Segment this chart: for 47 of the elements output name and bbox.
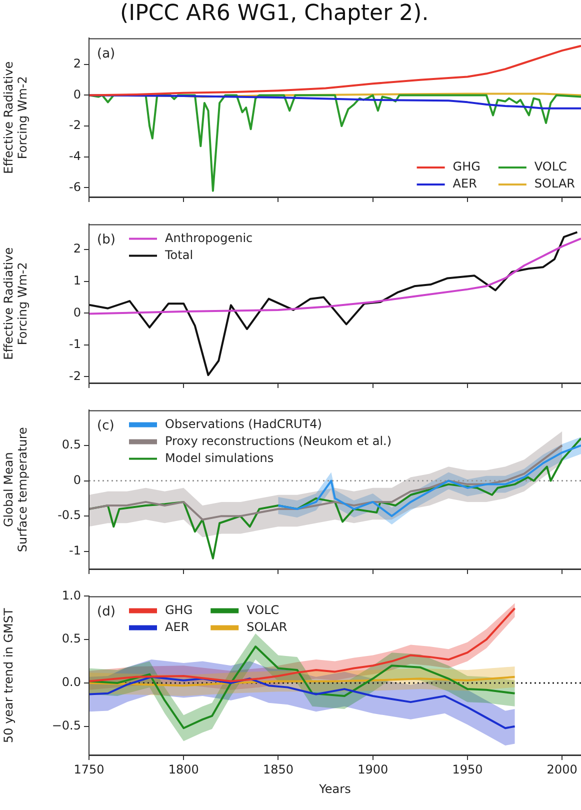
- y-tick-label: 1: [73, 273, 81, 288]
- annotation: (d): [97, 604, 116, 620]
- annotation: (c): [97, 418, 114, 434]
- legend-label: SOLAR: [534, 176, 576, 191]
- y-tick-label: -2: [69, 368, 81, 383]
- y-tick-label: 1.0: [62, 588, 81, 602]
- y-tick-label: 0: [73, 305, 81, 320]
- legend-label: VOLC: [534, 160, 567, 174]
- y-tick-label: −0.5: [52, 718, 81, 732]
- y-tick-label: -2: [69, 118, 81, 132]
- annotation: (b): [97, 232, 116, 248]
- legend-label: GHG: [452, 160, 480, 174]
- y-tick-label: 2: [73, 242, 81, 256]
- y-tick-label: 0: [73, 472, 81, 487]
- annotation: (a): [97, 46, 116, 62]
- x-tick-label: 2000: [546, 762, 578, 776]
- x-axis-title: Years: [318, 782, 351, 796]
- chart-title: (IPCC AR6 WG1, Chapter 2).: [119, 0, 430, 28]
- x-tick-label: 1800: [168, 762, 199, 776]
- y-tick-label: 0.5: [62, 632, 81, 646]
- x-tick-label: 1900: [358, 762, 388, 776]
- y-tick-label: -0.5: [58, 508, 81, 522]
- x-tick-label: 1850: [262, 762, 294, 776]
- legend-label: Observations (HadCRUT4): [165, 416, 322, 431]
- y-tick-label: 0: [73, 87, 81, 102]
- y-tick-label: 0.5: [62, 438, 81, 452]
- y-tick-label: -4: [69, 149, 81, 164]
- legend-label: SOLAR: [246, 620, 288, 634]
- y-tick-label: -6: [69, 180, 81, 194]
- y-tick-label: -1: [69, 543, 81, 558]
- y-tick-label: -1: [69, 337, 81, 352]
- y-tick-label: 0.0: [62, 675, 81, 690]
- y-axis-title: Global Mean Surface temperature: [1, 427, 30, 552]
- legend-label: AER: [165, 620, 190, 634]
- legend-label: VOLC: [246, 602, 280, 617]
- legend-label: Anthropogenic: [165, 230, 253, 245]
- x-tick-label: 1750: [74, 762, 104, 776]
- y-tick-label: 2: [73, 56, 81, 71]
- legend-label: AER: [452, 176, 477, 191]
- legend-label: Total: [164, 248, 194, 262]
- y-axis-title: 50 year trend in GMST: [1, 608, 16, 744]
- y-axis-title: Effective Radiative Forcing Wm-2: [1, 61, 30, 174]
- legend-label: Model simulations: [165, 450, 274, 465]
- legend-label: Proxy reconstructions (Neukom et al.): [165, 434, 392, 448]
- x-tick-label: 1950: [452, 762, 483, 776]
- y-axis-title: Effective Radiative Forcing Wm-2: [1, 247, 30, 360]
- legend-label: GHG: [165, 602, 193, 617]
